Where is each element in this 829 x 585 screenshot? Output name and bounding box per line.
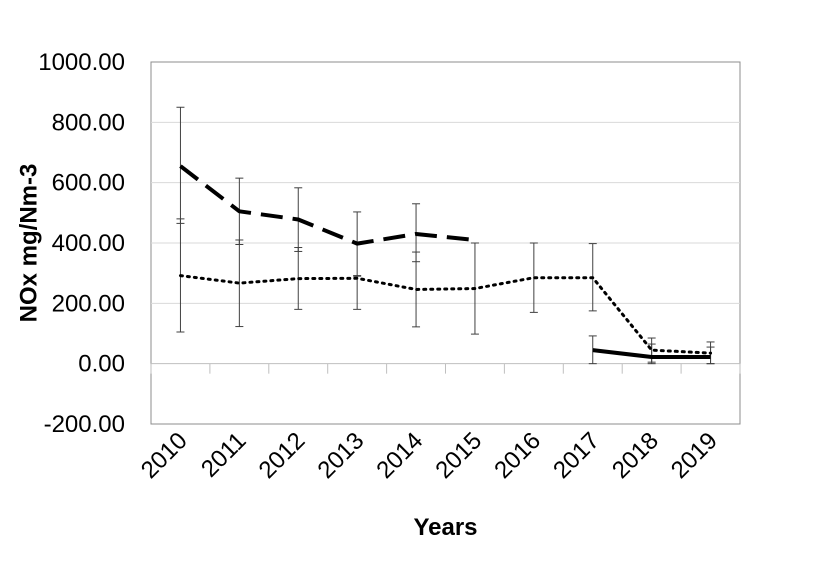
series-line-dotted [178, 274, 713, 355]
x-tick-label: 2016 [489, 427, 546, 484]
x-axis-ticks: 2010 2011 2012 2013 2014 2015 2016 2017 2018 2019 [136, 427, 723, 484]
y-tick-label: 800.00 [52, 109, 125, 136]
x-tick-label: 2013 [313, 427, 370, 484]
x-tick-label: 2019 [666, 427, 723, 484]
series-line-solid [592, 348, 711, 360]
y-tick-label: 0.00 [78, 351, 125, 378]
x-tick-label: 2011 [196, 427, 252, 483]
y-axis-title: NOx mg/Nm-3 [15, 164, 42, 323]
x-tick-label: 2015 [430, 427, 487, 484]
x-axis-title: Years [413, 514, 477, 541]
x-tick-label: 2017 [548, 427, 605, 484]
y-tick-label: 1000.00 [38, 49, 125, 76]
gridlines [150, 121, 741, 374]
series-line-dashed [179, 164, 476, 246]
x-tick-label: 2012 [254, 427, 311, 484]
series-lines [178, 164, 713, 360]
x-tick-label: 2014 [371, 427, 428, 484]
y-axis-ticks: 1000.00 800.00 600.00 400.00 200.00 0.00 -200.… [38, 49, 125, 438]
y-tick-label: -200.00 [44, 411, 125, 438]
x-tick-label: 2010 [136, 427, 193, 484]
x-tick-label: 2018 [607, 427, 664, 484]
y-tick-label: 400.00 [52, 230, 125, 257]
y-tick-label: 600.00 [52, 170, 125, 197]
y-tick-label: 200.00 [52, 290, 125, 317]
